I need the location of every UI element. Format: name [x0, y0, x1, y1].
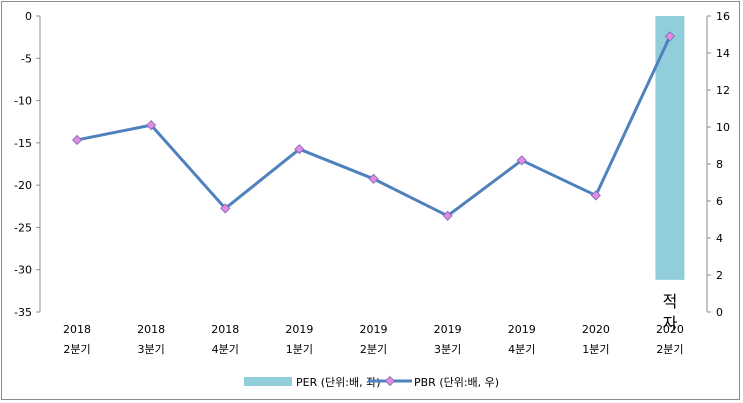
- legend-label-per: PER (단위:배, 좌): [296, 376, 381, 389]
- left-tick-label: -15: [14, 137, 32, 150]
- left-tick-label: -10: [14, 95, 32, 108]
- annotations: 적자: [663, 292, 678, 333]
- axes: 0 -5 -10 -15 -20 -25 -30 -35 16 14 12 10 8 6 4 2 0: [14, 10, 730, 319]
- category-year-label: 2020: [656, 323, 684, 336]
- category-quarter-label: 3분기: [434, 343, 461, 356]
- right-tick-label: 10: [716, 121, 730, 134]
- deficit-annotation: 적: [663, 292, 678, 311]
- pbr-point: [442, 210, 453, 221]
- category-year-label: 2018: [137, 323, 165, 336]
- pbr-point: [664, 31, 676, 42]
- category-quarter-label: 2분기: [63, 343, 90, 356]
- pbr-point: [368, 173, 379, 184]
- category-year-label: 2020: [582, 323, 610, 336]
- left-tick-label: 0: [25, 10, 32, 23]
- category-year-label: 2018: [211, 323, 239, 336]
- category-year-label: 2019: [434, 323, 462, 336]
- legend-label-pbr: PBR (단위:배, 우): [414, 376, 499, 389]
- category-quarter-label: 2분기: [360, 343, 387, 356]
- pbr-series-line: [76, 35, 672, 218]
- category-year-label: 2019: [508, 323, 536, 336]
- right-tick-label: 14: [716, 47, 730, 60]
- category-year-label: 2019: [285, 323, 313, 336]
- legend-swatch-per: [244, 377, 292, 386]
- pbr-point: [220, 203, 231, 214]
- left-tick-label: -5: [21, 52, 32, 65]
- right-tick-label: 12: [716, 84, 730, 97]
- right-tick-label: 2: [716, 269, 723, 282]
- left-tick-label: -35: [14, 306, 32, 319]
- left-tick-label: -25: [14, 221, 32, 234]
- category-quarter-label: 3분기: [138, 343, 165, 356]
- pbr-line: [71, 31, 676, 221]
- legend: PER (단위:배, 좌) PBR (단위:배, 우): [244, 375, 499, 389]
- right-tick-label: 4: [716, 232, 723, 245]
- left-tick-label: -20: [14, 179, 32, 192]
- left-tick-label: -30: [14, 264, 32, 277]
- pbr-point: [590, 190, 601, 201]
- category-quarter-label: 1분기: [286, 343, 313, 356]
- category-labels: 2018 2분기 2018 3분기 2018 4분기 2019 1분기 2019 2분기 2019 3…: [63, 323, 684, 356]
- right-tick-label: 16: [716, 10, 730, 23]
- right-tick-label: 0: [716, 306, 723, 319]
- category-year-label: 2019: [360, 323, 388, 336]
- right-tick-label: 8: [716, 158, 723, 171]
- category-year-label: 2018: [63, 323, 91, 336]
- right-tick-label: 6: [716, 195, 723, 208]
- pbr-point: [294, 144, 305, 155]
- pbr-point: [146, 120, 157, 131]
- category-quarter-label: 4분기: [508, 343, 535, 356]
- category-quarter-label: 2분기: [656, 343, 683, 356]
- pbr-point: [516, 155, 527, 166]
- pbr-point: [71, 134, 83, 146]
- deficit-annotation: 자: [663, 314, 678, 333]
- legend-marker-pbr: [384, 375, 396, 387]
- category-quarter-label: 1분기: [582, 343, 609, 356]
- category-quarter-label: 4분기: [212, 343, 239, 356]
